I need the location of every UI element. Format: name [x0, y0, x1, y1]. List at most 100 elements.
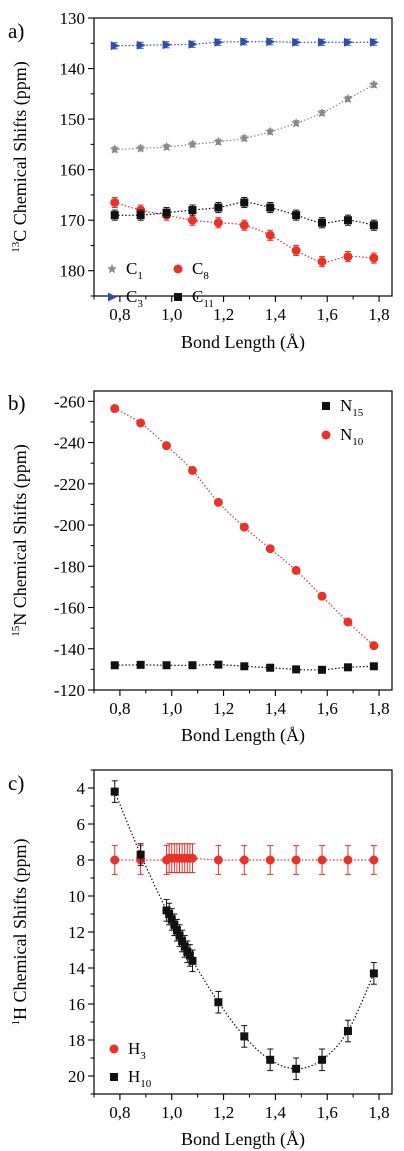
x-axis-label: Bond Length (Å) [181, 1129, 305, 1150]
data-point [291, 565, 301, 575]
data-series [110, 780, 378, 1081]
legend-label-text: C [126, 259, 137, 278]
plot-frame [93, 17, 393, 297]
x-tick-label: 1,4 [265, 1103, 287, 1122]
data-point [214, 660, 223, 669]
data-point [291, 117, 302, 128]
data-series [110, 404, 379, 651]
y-axis-label-text: H Chemical Shifts (ppm) [10, 839, 31, 1020]
data-point [136, 40, 146, 50]
data-point [175, 931, 184, 940]
data-point [266, 37, 276, 47]
x-tick-label: 1,0 [161, 1103, 182, 1122]
data-point [162, 208, 171, 217]
data-point [136, 660, 145, 669]
y-tick-label: -120 [54, 681, 85, 700]
data-point [213, 218, 223, 228]
data-point [180, 942, 189, 951]
data-point [162, 661, 171, 670]
data-point [292, 211, 301, 220]
y-axis-label: 1H Chemical Shifts (ppm) [10, 839, 31, 1026]
data-point [167, 915, 176, 924]
legend-marker [321, 430, 331, 440]
data-series [110, 37, 379, 51]
legend-label-subscript: 1 [137, 270, 143, 282]
data-point [185, 951, 194, 960]
x-axis-label: Bond Length (Å) [181, 725, 305, 746]
legend-label: N15 [340, 396, 364, 419]
legend-label: N10 [340, 425, 364, 448]
x-tick-label: 1,8 [368, 1103, 389, 1122]
y-tick-label: -140 [54, 640, 85, 659]
legend-label: C3 [126, 287, 143, 310]
legend-label-text: H [128, 1039, 140, 1058]
legend-label-subscript: 3 [137, 298, 143, 310]
data-point [266, 663, 275, 672]
legend-label-subscript: 11 [203, 298, 214, 310]
y-tick-label: 180 [60, 262, 86, 281]
legend-label: C1 [126, 259, 143, 282]
data-point [165, 910, 174, 918]
data-point [110, 197, 120, 207]
data-point [110, 211, 119, 220]
y-tick-label: 16 [68, 995, 85, 1014]
y-tick-label: 170 [60, 211, 86, 230]
data-point [240, 662, 249, 671]
y-tick-label: 140 [60, 60, 86, 79]
panel-label: a) [8, 19, 24, 43]
data-point [187, 215, 197, 225]
data-point [265, 855, 275, 865]
legend-label-text: C [126, 287, 137, 306]
data-point [266, 1055, 275, 1064]
data-point [213, 497, 223, 507]
x-tick-label: 1,6 [317, 1103, 338, 1122]
data-point [292, 37, 302, 47]
data-point [343, 216, 352, 225]
chart-panel: 0,8 1,0 1,2 1,4 1,6 1,8 130 140 150 160 170 180 a) Bo… [8, 9, 393, 353]
y-tick-label: -160 [54, 599, 85, 618]
fit-line [114, 408, 375, 647]
y-tick-label: -180 [54, 557, 85, 576]
x-tick-label: 1,0 [161, 699, 182, 718]
data-point [161, 141, 172, 152]
legend-label-text: H [128, 1067, 140, 1086]
y-tick-label: 20 [68, 1067, 85, 1086]
data-point [178, 937, 187, 945]
fit-line [114, 201, 374, 263]
y-axis-label-superscript: 15 [10, 625, 22, 637]
data-point [369, 37, 379, 47]
data-point [240, 1032, 249, 1041]
x-tick-label: 1,2 [213, 1103, 234, 1122]
data-point [214, 203, 223, 212]
data-point [239, 522, 249, 532]
data-series [110, 843, 379, 875]
data-point [214, 37, 224, 47]
data-point [292, 665, 301, 674]
y-tick-label: 4 [77, 779, 86, 798]
data-point [317, 591, 327, 601]
data-point [266, 203, 275, 212]
data-point [188, 39, 198, 49]
data-point [239, 133, 250, 143]
data-point [213, 136, 224, 147]
x-tick-label: 1,4 [265, 699, 287, 718]
legend-marker [174, 293, 182, 301]
y-axis-label-text: C Chemical Shifts (ppm) [10, 61, 31, 241]
data-point [343, 617, 353, 627]
chart-panel: 0,8 1,0 1,2 1,4 1,6 1,8 4 6 8 10 12 14 16 18 20 c) Bond … [8, 769, 393, 1150]
legend-marker [108, 292, 117, 302]
y-tick-label: -260 [54, 392, 85, 411]
y-tick-label: 14 [68, 959, 86, 978]
y-tick-label: -220 [54, 475, 85, 494]
y-tick-label: 12 [68, 923, 85, 942]
y-tick-label: 6 [77, 815, 86, 834]
x-tick-label: 1,2 [213, 699, 234, 718]
data-point [214, 998, 223, 1007]
data-point [240, 37, 250, 47]
data-point [317, 107, 327, 118]
data-series [110, 660, 378, 674]
y-tick-label: 150 [60, 110, 86, 129]
